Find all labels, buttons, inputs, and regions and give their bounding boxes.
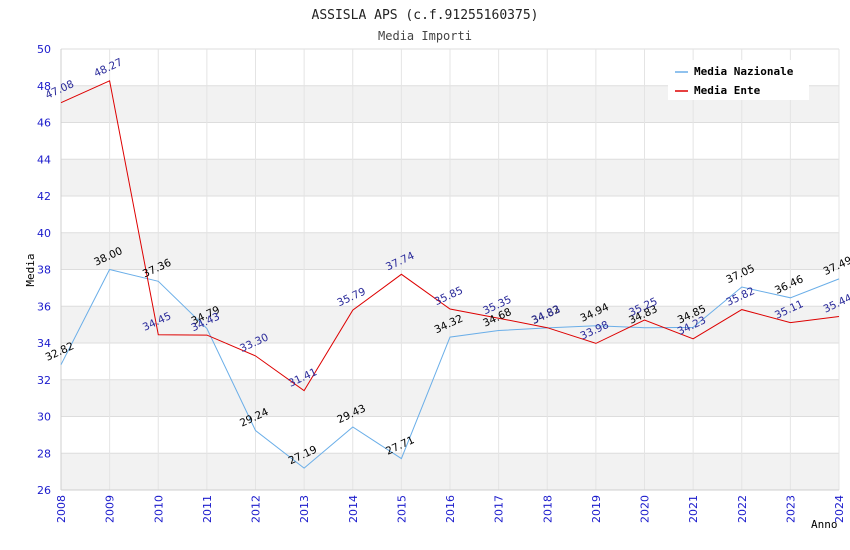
y-tick-44: 44 [37,153,51,166]
x-tick-2021: 2021 [687,495,700,523]
y-axis-ticks: 26 28 30 32 34 36 38 40 42 44 46 48 50 [37,43,51,497]
x-tick-2017: 2017 [493,495,506,523]
legend-label-media-ente: Media Ente [694,84,761,97]
x-tick-2019: 2019 [590,495,603,523]
y-tick-42: 42 [37,190,51,203]
x-axis-label: Anno [811,518,838,531]
y-tick-40: 40 [37,227,51,240]
y-tick-26: 26 [37,484,51,497]
x-tick-2023: 2023 [784,495,797,523]
chart-subtitle: Media Importi [378,29,472,43]
x-tick-2008: 2008 [55,495,68,523]
y-tick-34: 34 [37,337,51,350]
line-media-ente [60,80,840,392]
x-tick-2018: 2018 [541,495,554,523]
x-tick-2011: 2011 [201,495,214,523]
x-axis-ticks: 2008 2009 2010 2011 2012 2013 2014 2015 2016 2017… [55,495,846,523]
chart-title: ASSISLA APS (c.f.91255160375) [312,8,539,23]
y-axis-label: Media [24,253,37,286]
x-tick-2024: 2024 [833,495,846,523]
y-tick-48: 48 [37,80,51,93]
x-tick-2016: 2016 [444,495,457,523]
y-tick-46: 46 [37,117,51,130]
y-tick-28: 28 [37,447,51,460]
y-tick-36: 36 [37,300,51,313]
series-lines [60,80,840,469]
x-tick-2014: 2014 [347,495,360,523]
y-tick-38: 38 [37,264,51,277]
x-tick-2012: 2012 [250,495,263,523]
line-media-nazionale [60,268,840,469]
x-tick-2013: 2013 [298,495,311,523]
y-tick-30: 30 [37,411,51,424]
x-tick-2010: 2010 [152,495,165,523]
axes [60,49,839,491]
legend-box [668,60,809,100]
x-tick-2015: 2015 [395,495,408,523]
y-tick-32: 32 [37,374,51,387]
y-tick-50: 50 [37,43,51,56]
x-tick-2009: 2009 [104,495,117,523]
legend-label-media-nazionale: Media Nazionale [694,65,794,78]
x-tick-2022: 2022 [736,495,749,523]
x-tick-2020: 2020 [639,495,652,523]
legend: Media Nazionale Media Ente [668,60,809,100]
